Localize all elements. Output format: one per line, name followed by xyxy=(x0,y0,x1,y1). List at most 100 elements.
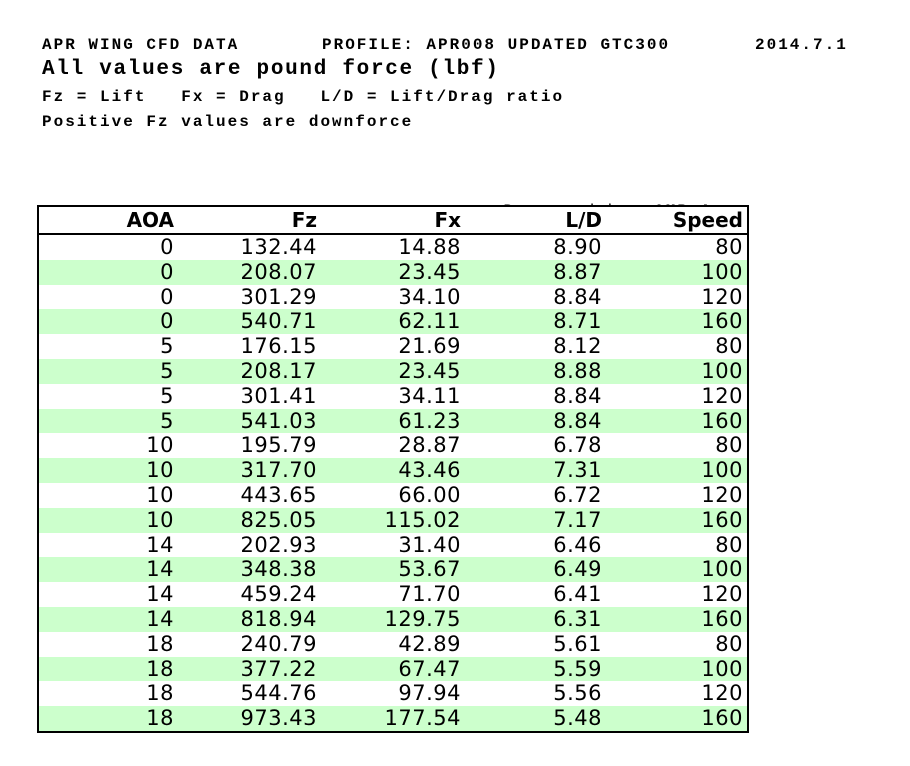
cell-fx: 23.45 xyxy=(398,259,461,284)
legend-line: Fz = Lift Fx = Drag L/D = Lift/Drag rati… xyxy=(42,88,565,106)
cell-fz: 195.79 xyxy=(240,433,317,458)
cell-fx: 97.94 xyxy=(398,681,461,706)
cell-ld: 6.72 xyxy=(553,482,602,507)
column-header-ld: L/D xyxy=(465,206,606,235)
cell-fz: 132.44 xyxy=(240,235,317,259)
cell-fx: 53.67 xyxy=(398,557,461,582)
cell-speed: 100 xyxy=(701,259,743,284)
title-row: APR WING CFD DATA PROFILE: APR008 UPDATE… xyxy=(0,36,910,56)
table-row: 18 973.43 177.54 5.48 160 xyxy=(38,706,748,732)
cell-aoa: 0 xyxy=(160,284,174,309)
cell-aoa: 5 xyxy=(160,383,174,408)
cell-aoa: 0 xyxy=(160,259,174,284)
cell-speed: 80 xyxy=(715,235,743,259)
cell-fz: 301.29 xyxy=(240,284,317,309)
cell-speed: 80 xyxy=(715,532,743,557)
cell-aoa: 14 xyxy=(146,532,174,557)
cell-ld: 6.46 xyxy=(553,532,602,557)
cell-fz: 377.22 xyxy=(240,656,317,681)
cell-aoa: 5 xyxy=(160,358,174,383)
table-row: 0 540.71 62.11 8.71 160 xyxy=(38,309,748,335)
cell-aoa: 18 xyxy=(146,681,174,706)
cell-fz: 348.38 xyxy=(240,557,317,582)
table-row: 10 195.79 28.87 6.78 80 xyxy=(38,433,748,458)
cell-fz: 202.93 xyxy=(240,532,317,557)
cell-fx: 177.54 xyxy=(384,706,461,731)
table-header-row: AOA Fz Fx L/D Speed xyxy=(38,206,748,235)
cell-aoa: 0 xyxy=(160,235,174,259)
column-header-aoa: AOA xyxy=(38,206,178,235)
table-row: 14 818.94 129.75 6.31 160 xyxy=(38,606,748,632)
cell-fz: 301.41 xyxy=(240,383,317,408)
date-label: 2014.7.1 xyxy=(755,36,848,54)
cell-ld: 8.87 xyxy=(553,259,602,284)
cell-fz: 825.05 xyxy=(240,507,317,532)
cell-fx: 23.45 xyxy=(398,358,461,383)
cell-speed: 80 xyxy=(715,433,743,458)
cell-fx: 31.40 xyxy=(398,532,461,557)
table-row: 14 202.93 31.40 6.46 80 xyxy=(38,533,748,558)
note-line: Positive Fz values are downforce xyxy=(42,113,414,131)
cell-speed: 160 xyxy=(701,507,743,532)
cell-ld: 5.59 xyxy=(553,656,602,681)
table-row: 5 208.17 23.45 8.88 100 xyxy=(38,358,748,384)
cell-fz: 541.03 xyxy=(240,408,317,433)
profile-label: PROFILE: APR008 UPDATED GTC300 xyxy=(322,36,671,54)
cell-speed: 120 xyxy=(701,482,743,507)
table-row: 14 459.24 71.70 6.41 120 xyxy=(38,582,748,607)
cell-ld: 5.48 xyxy=(553,706,602,731)
cell-fx: 21.69 xyxy=(398,334,461,359)
cell-fx: 34.10 xyxy=(398,284,461,309)
cell-speed: 120 xyxy=(701,582,743,607)
cell-fx: 14.88 xyxy=(398,235,461,259)
page-title: APR WING CFD DATA xyxy=(42,36,240,54)
cell-aoa: 10 xyxy=(146,458,174,483)
cell-aoa: 0 xyxy=(160,309,174,334)
cell-speed: 160 xyxy=(701,606,743,631)
cell-fx: 62.11 xyxy=(398,309,461,334)
cell-speed: 120 xyxy=(701,383,743,408)
cell-fz: 818.94 xyxy=(240,606,317,631)
cell-ld: 5.56 xyxy=(553,681,602,706)
cell-ld: 6.78 xyxy=(553,433,602,458)
cell-fx: 129.75 xyxy=(384,606,461,631)
cell-ld: 6.41 xyxy=(553,582,602,607)
cell-fz: 544.76 xyxy=(240,681,317,706)
table-row: 5 176.15 21.69 8.12 80 xyxy=(38,334,748,359)
cell-fx: 28.87 xyxy=(398,433,461,458)
cell-fx: 66.00 xyxy=(398,482,461,507)
cell-aoa: 10 xyxy=(146,433,174,458)
table-row: 0 208.07 23.45 8.87 100 xyxy=(38,259,748,285)
cell-fx: 61.23 xyxy=(398,408,461,433)
cell-aoa: 5 xyxy=(160,334,174,359)
cell-ld: 6.31 xyxy=(553,606,602,631)
table-row: 10 825.05 115.02 7.17 160 xyxy=(38,507,748,533)
cell-fz: 240.79 xyxy=(240,631,317,656)
cell-fz: 540.71 xyxy=(240,309,317,334)
table-row: 10 443.65 66.00 6.72 120 xyxy=(38,483,748,508)
cell-ld: 8.84 xyxy=(553,408,602,433)
cell-speed: 120 xyxy=(701,284,743,309)
cell-fz: 459.24 xyxy=(240,582,317,607)
cell-speed: 160 xyxy=(701,309,743,334)
cell-speed: 120 xyxy=(701,681,743,706)
table-row: 5 541.03 61.23 8.84 160 xyxy=(38,408,748,434)
cell-aoa: 18 xyxy=(146,706,174,731)
table-row: 0 132.44 14.88 8.90 80 xyxy=(38,234,748,260)
table-row: 5 301.41 34.11 8.84 120 xyxy=(38,384,748,409)
cell-aoa: 14 xyxy=(146,557,174,582)
subtitle: All values are pound force (lbf) xyxy=(42,58,500,81)
cell-aoa: 18 xyxy=(146,656,174,681)
cell-fx: 115.02 xyxy=(384,507,461,532)
cell-fx: 71.70 xyxy=(398,582,461,607)
cell-ld: 5.61 xyxy=(553,631,602,656)
table-row: 18 544.76 97.94 5.56 120 xyxy=(38,681,748,706)
cell-speed: 80 xyxy=(715,631,743,656)
cell-fx: 42.89 xyxy=(398,631,461,656)
cell-aoa: 14 xyxy=(146,606,174,631)
cfd-table: AOA Fz Fx L/D Speed 0 132.44 14.88 8.90 80 0 2… xyxy=(37,205,749,733)
table-row: 10 317.70 43.46 7.31 100 xyxy=(38,458,748,483)
cell-aoa: 10 xyxy=(146,507,174,532)
cell-ld: 8.71 xyxy=(553,309,602,334)
table-body: 0 132.44 14.88 8.90 80 0 208.07 23.45 8.87 100 0 30… xyxy=(38,234,748,732)
